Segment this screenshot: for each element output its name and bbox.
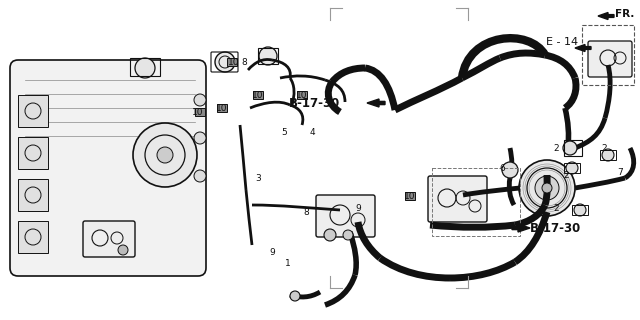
Text: 9: 9 <box>355 204 361 212</box>
Text: 10: 10 <box>296 91 308 100</box>
FancyBboxPatch shape <box>428 176 487 222</box>
Text: 8: 8 <box>303 207 309 217</box>
Bar <box>195 108 205 116</box>
Bar <box>18 95 48 127</box>
Text: 1: 1 <box>285 260 291 268</box>
Circle shape <box>566 162 578 174</box>
Bar <box>564 163 580 173</box>
Bar <box>253 91 263 99</box>
Text: 3: 3 <box>255 173 261 182</box>
Bar <box>18 221 48 253</box>
Text: 9: 9 <box>269 247 275 257</box>
FancyBboxPatch shape <box>83 221 135 257</box>
Text: 2: 2 <box>553 204 559 212</box>
Bar <box>600 150 616 160</box>
Text: 5: 5 <box>281 127 287 137</box>
Text: 10: 10 <box>216 103 228 113</box>
Text: 8: 8 <box>241 58 247 67</box>
FancyBboxPatch shape <box>588 41 632 77</box>
Circle shape <box>343 230 353 240</box>
FancyBboxPatch shape <box>316 195 375 237</box>
Text: 10: 10 <box>404 191 416 201</box>
Circle shape <box>194 94 206 106</box>
FancyArrow shape <box>598 12 614 20</box>
Circle shape <box>502 162 518 178</box>
Bar <box>582 25 634 85</box>
FancyBboxPatch shape <box>10 60 206 276</box>
Bar <box>564 140 582 156</box>
FancyArrow shape <box>575 44 591 52</box>
FancyArrow shape <box>367 99 385 107</box>
Bar <box>297 91 307 99</box>
Bar <box>217 104 227 112</box>
Circle shape <box>118 245 128 255</box>
Text: 7: 7 <box>617 167 623 177</box>
Bar <box>18 137 48 169</box>
Circle shape <box>133 123 197 187</box>
Text: 2: 2 <box>601 143 607 153</box>
Text: 10: 10 <box>252 91 264 100</box>
Bar <box>405 192 415 200</box>
Circle shape <box>290 291 300 301</box>
Circle shape <box>542 183 552 193</box>
Circle shape <box>519 160 575 216</box>
Text: FR.: FR. <box>615 9 634 19</box>
Text: 4: 4 <box>309 127 315 137</box>
Bar <box>432 168 520 236</box>
Text: B-17-30: B-17-30 <box>289 97 340 109</box>
Text: 10: 10 <box>228 58 240 67</box>
Text: 2: 2 <box>563 171 569 180</box>
Bar <box>258 48 278 64</box>
Bar <box>227 58 237 66</box>
Text: 10: 10 <box>192 108 204 116</box>
Circle shape <box>157 147 173 163</box>
Bar <box>18 179 48 211</box>
Bar <box>572 205 588 215</box>
Circle shape <box>535 176 559 200</box>
Circle shape <box>215 52 235 72</box>
Text: 2: 2 <box>553 143 559 153</box>
Circle shape <box>135 58 155 78</box>
Text: B-17-30: B-17-30 <box>530 221 581 235</box>
FancyArrow shape <box>512 224 530 232</box>
Circle shape <box>259 47 277 65</box>
Circle shape <box>574 204 586 216</box>
Bar <box>130 58 160 76</box>
Text: E - 14: E - 14 <box>546 37 578 47</box>
Circle shape <box>563 141 577 155</box>
Text: 6: 6 <box>499 164 505 172</box>
Circle shape <box>194 132 206 144</box>
Circle shape <box>194 170 206 182</box>
Circle shape <box>602 149 614 161</box>
Circle shape <box>324 229 336 241</box>
